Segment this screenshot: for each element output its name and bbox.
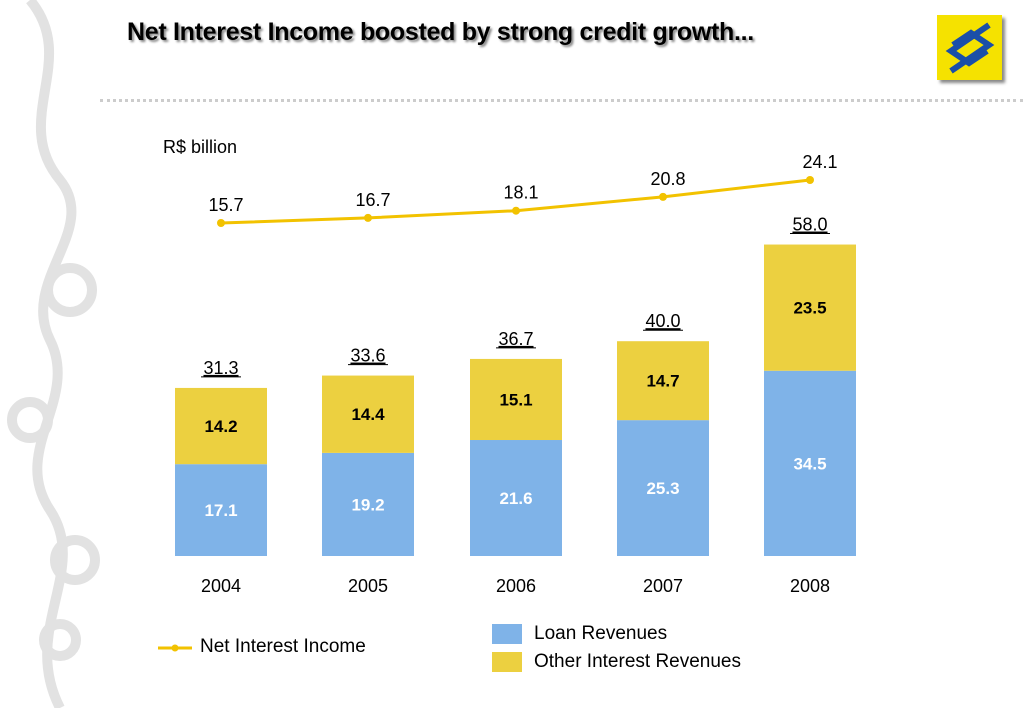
label-other-2004: 14.2 <box>204 417 237 436</box>
label-other-2006: 15.1 <box>499 390 532 409</box>
label-total-2004: 31.3 <box>203 358 238 378</box>
page-title: Net Interest Income boosted by strong cr… <box>127 18 754 46</box>
x-tick-2008: 2008 <box>790 576 830 596</box>
legend-loan-swatch <box>492 624 522 644</box>
label-other-2005: 14.4 <box>351 405 385 424</box>
label-total-2005: 33.6 <box>350 346 385 366</box>
bar-loan-revenues-2004 <box>175 464 267 556</box>
bar-loan-revenues-2008 <box>764 370 856 556</box>
bar-other-interest-2005 <box>322 375 414 453</box>
label-loan-2006: 21.6 <box>499 489 532 508</box>
bar-other-interest-2008 <box>764 244 856 371</box>
page-number: 4 <box>27 675 34 687</box>
unit-label: R$ billion <box>163 137 238 157</box>
bar-loan-revenues-2005 <box>322 452 414 556</box>
x-tick-2005: 2005 <box>348 576 388 596</box>
nii-point-2008 <box>806 175 814 184</box>
bar-other-interest-2007 <box>617 341 709 421</box>
bar-loan-revenues-2007 <box>617 420 709 556</box>
legend-loan-revenues: Loan Revenues <box>534 623 668 644</box>
nii-point-2007 <box>659 192 667 201</box>
nii-label-2008: 24.1 <box>802 152 837 172</box>
label-loan-2004: 17.1 <box>204 501 237 520</box>
nii-point-2005 <box>364 213 372 222</box>
bar-other-interest-2006 <box>470 358 562 441</box>
bar-loan-revenues-2006 <box>470 440 562 556</box>
bank-logo <box>937 15 1002 80</box>
nii-label-2006: 18.1 <box>503 183 538 203</box>
label-loan-2008: 34.5 <box>793 454 826 473</box>
label-loan-2007: 25.3 <box>646 479 679 498</box>
x-tick-2006: 2006 <box>496 576 536 596</box>
legend-other-interest-revenues: Other Interest Revenues <box>534 651 741 672</box>
nii-point-2004 <box>217 219 225 227</box>
x-tick-2004: 2004 <box>201 576 241 596</box>
x-tick-2007: 2007 <box>643 576 683 596</box>
label-other-2008: 23.5 <box>793 299 826 318</box>
legend-other-swatch <box>492 652 522 672</box>
bar-other-interest-2004 <box>175 387 267 465</box>
label-total-2008: 58.0 <box>792 215 827 235</box>
floral-decoration <box>7 0 100 708</box>
divider <box>100 99 1023 102</box>
label-total-2007: 40.0 <box>645 311 680 331</box>
legend-line-icon <box>158 644 192 652</box>
nii-label-2005: 16.7 <box>355 190 390 210</box>
nii-label-2007: 20.8 <box>650 169 685 189</box>
label-total-2006: 36.7 <box>498 329 533 349</box>
nii-label-2004: 15.7 <box>208 195 243 215</box>
label-other-2007: 14.7 <box>646 372 679 391</box>
label-loan-2005: 19.2 <box>351 495 384 514</box>
legend-net-interest-income: Net Interest Income <box>200 636 366 657</box>
nii-point-2006 <box>512 206 520 215</box>
